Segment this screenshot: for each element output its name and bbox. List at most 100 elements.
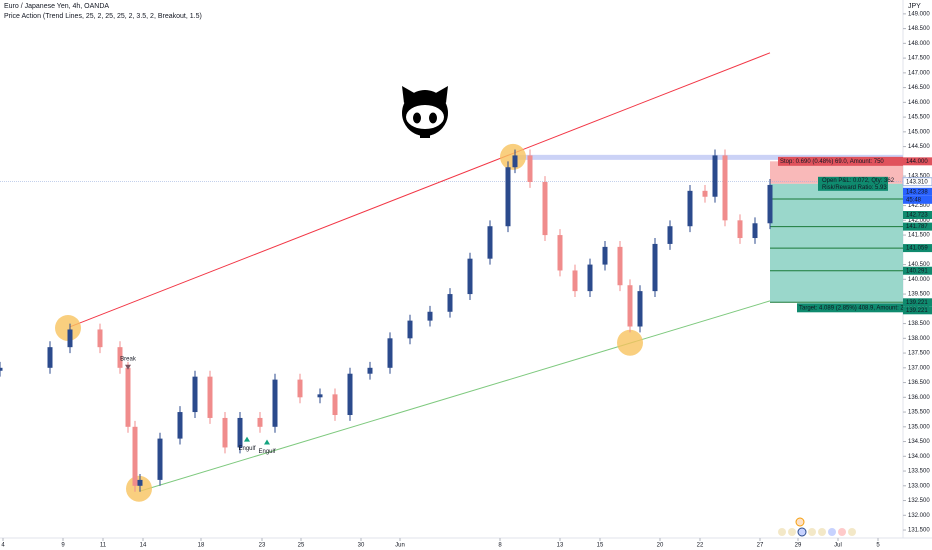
candle-body	[687, 190, 693, 227]
y-tick-label: 140.000	[908, 277, 930, 283]
candle-body	[157, 438, 163, 480]
candle-body	[637, 291, 643, 327]
candle-body	[47, 347, 53, 368]
candle-body	[387, 338, 393, 368]
y-tick-label: 138.500	[908, 321, 930, 327]
y-tick-label: 134.000	[908, 454, 930, 460]
candle-body	[512, 155, 518, 168]
stop-text-box	[778, 156, 903, 166]
x-tick-label: 11	[100, 543, 107, 549]
y-tick-label: 143.500	[908, 174, 930, 180]
candle-body	[97, 329, 103, 348]
candle-body	[767, 184, 773, 224]
highlight-circle	[55, 314, 81, 341]
last-price-label-box	[902, 177, 932, 187]
x-tick-label: 18	[198, 543, 205, 549]
candle-body	[132, 426, 138, 486]
x-tick-label: Jul	[834, 543, 842, 549]
candle-body	[587, 264, 593, 292]
x-tick-label: 15	[597, 543, 604, 549]
pnl-text: Open P&L: 0.072, Qty: 362	[822, 178, 895, 184]
stop-text: Stop: 0.690 (0.48%) 69.0, Amount: 750	[780, 159, 884, 165]
stop-label-box	[903, 157, 932, 166]
logo	[402, 86, 448, 138]
candle-body	[272, 379, 278, 427]
y-tick-label: 132.000	[908, 513, 930, 519]
candle-body	[67, 329, 73, 348]
candle-body	[427, 311, 433, 321]
y-tick-label: 136.000	[908, 395, 930, 401]
x-tick-label: 25	[298, 543, 305, 549]
signal-marker	[264, 439, 270, 445]
x-tick-label: 29	[795, 543, 802, 549]
y-tick-label: 144.500	[908, 144, 930, 150]
currency: JPY	[908, 3, 921, 10]
candle-body	[617, 246, 623, 286]
level-label-box	[903, 244, 932, 253]
y-tick-label: 145.500	[908, 115, 930, 121]
y-tick-label: 146.500	[908, 85, 930, 91]
y-tick-label: 148.500	[908, 26, 930, 32]
candle-body	[447, 294, 453, 312]
candle-body	[117, 347, 123, 368]
candle-body	[192, 376, 198, 413]
y-tick-label: 133.500	[908, 469, 930, 475]
candle-body	[367, 367, 373, 374]
signal-label: Engulf	[238, 446, 255, 452]
y-tick-label: 132.500	[908, 498, 930, 504]
candle-body	[505, 167, 511, 227]
y-tick-label: 147.000	[908, 70, 930, 76]
stop-label: 144.000	[906, 159, 928, 165]
y-tick-label: 142.500	[908, 203, 930, 209]
signal-label: Break	[120, 356, 137, 362]
highlight-circle	[617, 329, 643, 356]
level-label: 139.221	[906, 300, 928, 306]
y-tick-label: 149.000	[908, 11, 930, 17]
candle-body	[557, 235, 563, 271]
y-tick-label: 148.000	[908, 41, 930, 47]
x-tick-label: 27	[757, 543, 764, 549]
signal-marker	[244, 436, 250, 442]
y-tick-label: 139.500	[908, 292, 930, 298]
candle-body	[487, 226, 493, 259]
pnl-box	[818, 176, 888, 191]
candle-body	[257, 417, 263, 427]
level-label-box	[903, 222, 932, 231]
x-tick-label: 4	[1, 543, 5, 549]
bottom-toolbar[interactable]	[778, 517, 856, 537]
x-tick-label: 8	[498, 543, 502, 549]
candle-body	[347, 373, 353, 416]
entry-label: 143.238	[906, 189, 928, 195]
candle-body	[237, 417, 243, 448]
candle-body	[222, 417, 228, 448]
x-tick-label: 23	[259, 543, 266, 549]
y-tick-label: 134.500	[908, 439, 930, 445]
candle-body	[137, 479, 143, 486]
chart-title: Euro / Japanese Yen, 4h, OANDA	[4, 3, 109, 10]
candle-body	[332, 394, 338, 416]
target-zone	[770, 183, 903, 303]
candle-body	[752, 223, 758, 239]
signal-label: Engulf	[258, 449, 275, 455]
resistance-zone	[515, 154, 903, 160]
x-tick-label: 14	[140, 543, 147, 549]
candle-body	[737, 220, 743, 239]
y-tick-label: 136.500	[908, 380, 930, 386]
indicator-title: Price Action (Trend Lines, 25, 2, 25, 25…	[4, 13, 202, 20]
x-tick-label: 30	[358, 543, 365, 549]
target-label-box	[903, 306, 932, 315]
candle-body	[652, 243, 658, 292]
candle-body	[0, 367, 3, 371]
candle-body	[602, 246, 608, 265]
target-text-box	[797, 303, 903, 313]
candle-body	[712, 155, 718, 197]
level-label: 141.787	[906, 224, 928, 230]
signal-marker	[125, 364, 131, 370]
countdown: 45:48	[906, 197, 922, 203]
target-text: Target: 4.089 (2.85%) 408.9, Amount: 248…	[799, 305, 919, 311]
y-tick-label: 135.000	[908, 424, 930, 430]
y-tick-label: 142.000	[908, 218, 930, 224]
y-tick-label: 147.500	[908, 56, 930, 62]
level-label: 140.291	[906, 268, 928, 274]
